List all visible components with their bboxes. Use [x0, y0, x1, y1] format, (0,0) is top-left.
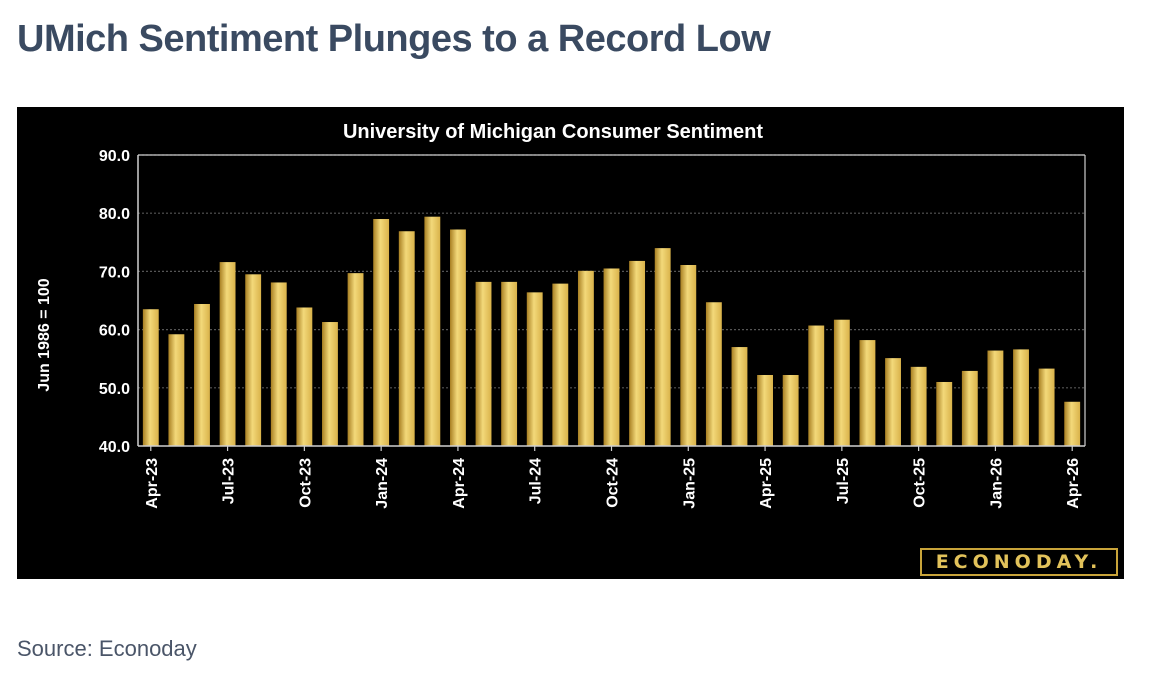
chart-title: University of Michigan Consumer Sentimen…	[343, 121, 763, 143]
bar-Aug-25	[859, 340, 876, 446]
bar-Jul-24	[526, 292, 543, 446]
bar-Jan-24	[373, 219, 390, 446]
econoday-logo: ECONODAY.	[920, 548, 1118, 576]
bar-Feb-26	[1013, 349, 1029, 446]
bar-Apr-26	[1064, 401, 1081, 446]
x-tick-label: Jan-25	[681, 458, 698, 509]
bar-Jul-23	[219, 262, 236, 446]
bar-Jan-25	[680, 264, 697, 446]
bar-Mar-25	[731, 347, 748, 446]
bar-May-23	[168, 334, 185, 446]
y-tick-label: 60.0	[99, 323, 130, 340]
bar-Sep-23	[270, 282, 287, 446]
bar-Jun-23	[194, 303, 210, 446]
bar-Mar-26	[1038, 368, 1055, 446]
x-tick-label: Jul-24	[528, 458, 545, 504]
bar-Dec-23	[347, 273, 364, 446]
x-tick-label: Apr-25	[758, 458, 775, 509]
y-tick-label: 70.0	[99, 264, 130, 281]
sentiment-bar-chart: University of Michigan Consumer Sentimen…	[36, 121, 1086, 509]
bar-Aug-24	[552, 283, 569, 446]
bar-Jan-26	[987, 350, 1004, 446]
bar-Oct-23	[296, 307, 313, 446]
bar-Sep-24	[577, 270, 594, 446]
x-tick-label: Apr-23	[144, 458, 161, 509]
bar-Jul-25	[833, 319, 850, 446]
bar-Mar-24	[424, 216, 441, 446]
y-tick-label: 40.0	[99, 439, 130, 456]
bar-Nov-25	[936, 381, 953, 446]
x-tick-label: Jan-26	[988, 458, 1005, 509]
chart-panel: University of Michigan Consumer Sentimen…	[17, 107, 1124, 579]
bar-Oct-24	[603, 268, 620, 446]
x-tick-label: Jul-25	[835, 458, 852, 504]
bar-May-25	[782, 374, 799, 446]
bar-May-24	[475, 281, 492, 446]
y-tick-label: 90.0	[99, 148, 130, 165]
bar-Jun-24	[501, 281, 518, 446]
y-tick-label: 80.0	[99, 206, 130, 223]
x-tick-label: Jan-24	[374, 458, 391, 509]
x-tick-label: Oct-24	[605, 458, 622, 508]
bar-Dec-25	[961, 370, 978, 446]
x-tick-label: Apr-26	[1065, 458, 1082, 509]
bar-Apr-23	[142, 309, 159, 446]
bar-Nov-23	[322, 322, 338, 446]
bar-Apr-24	[449, 229, 466, 446]
bar-Nov-24	[629, 260, 646, 446]
bar-Aug-23	[245, 274, 262, 446]
bar-Dec-24	[654, 248, 671, 446]
source-caption: Source: Econoday	[17, 636, 197, 661]
x-tick-label: Oct-23	[297, 458, 314, 508]
bar-Feb-25	[705, 302, 722, 446]
bar-Jun-25	[808, 325, 825, 446]
bar-Oct-25	[910, 366, 927, 446]
bar-Apr-25	[757, 374, 774, 446]
y-tick-label: 50.0	[99, 381, 130, 398]
bar-Sep-25	[885, 358, 901, 446]
page-headline: UMich Sentiment Plunges to a Record Low	[17, 18, 771, 60]
x-tick-label: Oct-25	[912, 458, 929, 508]
y-axis-label: Jun 1986 = 100	[36, 278, 53, 392]
x-tick-label: Jul-23	[221, 458, 238, 504]
bar-Feb-24	[398, 231, 415, 446]
x-tick-label: Apr-24	[451, 458, 468, 509]
